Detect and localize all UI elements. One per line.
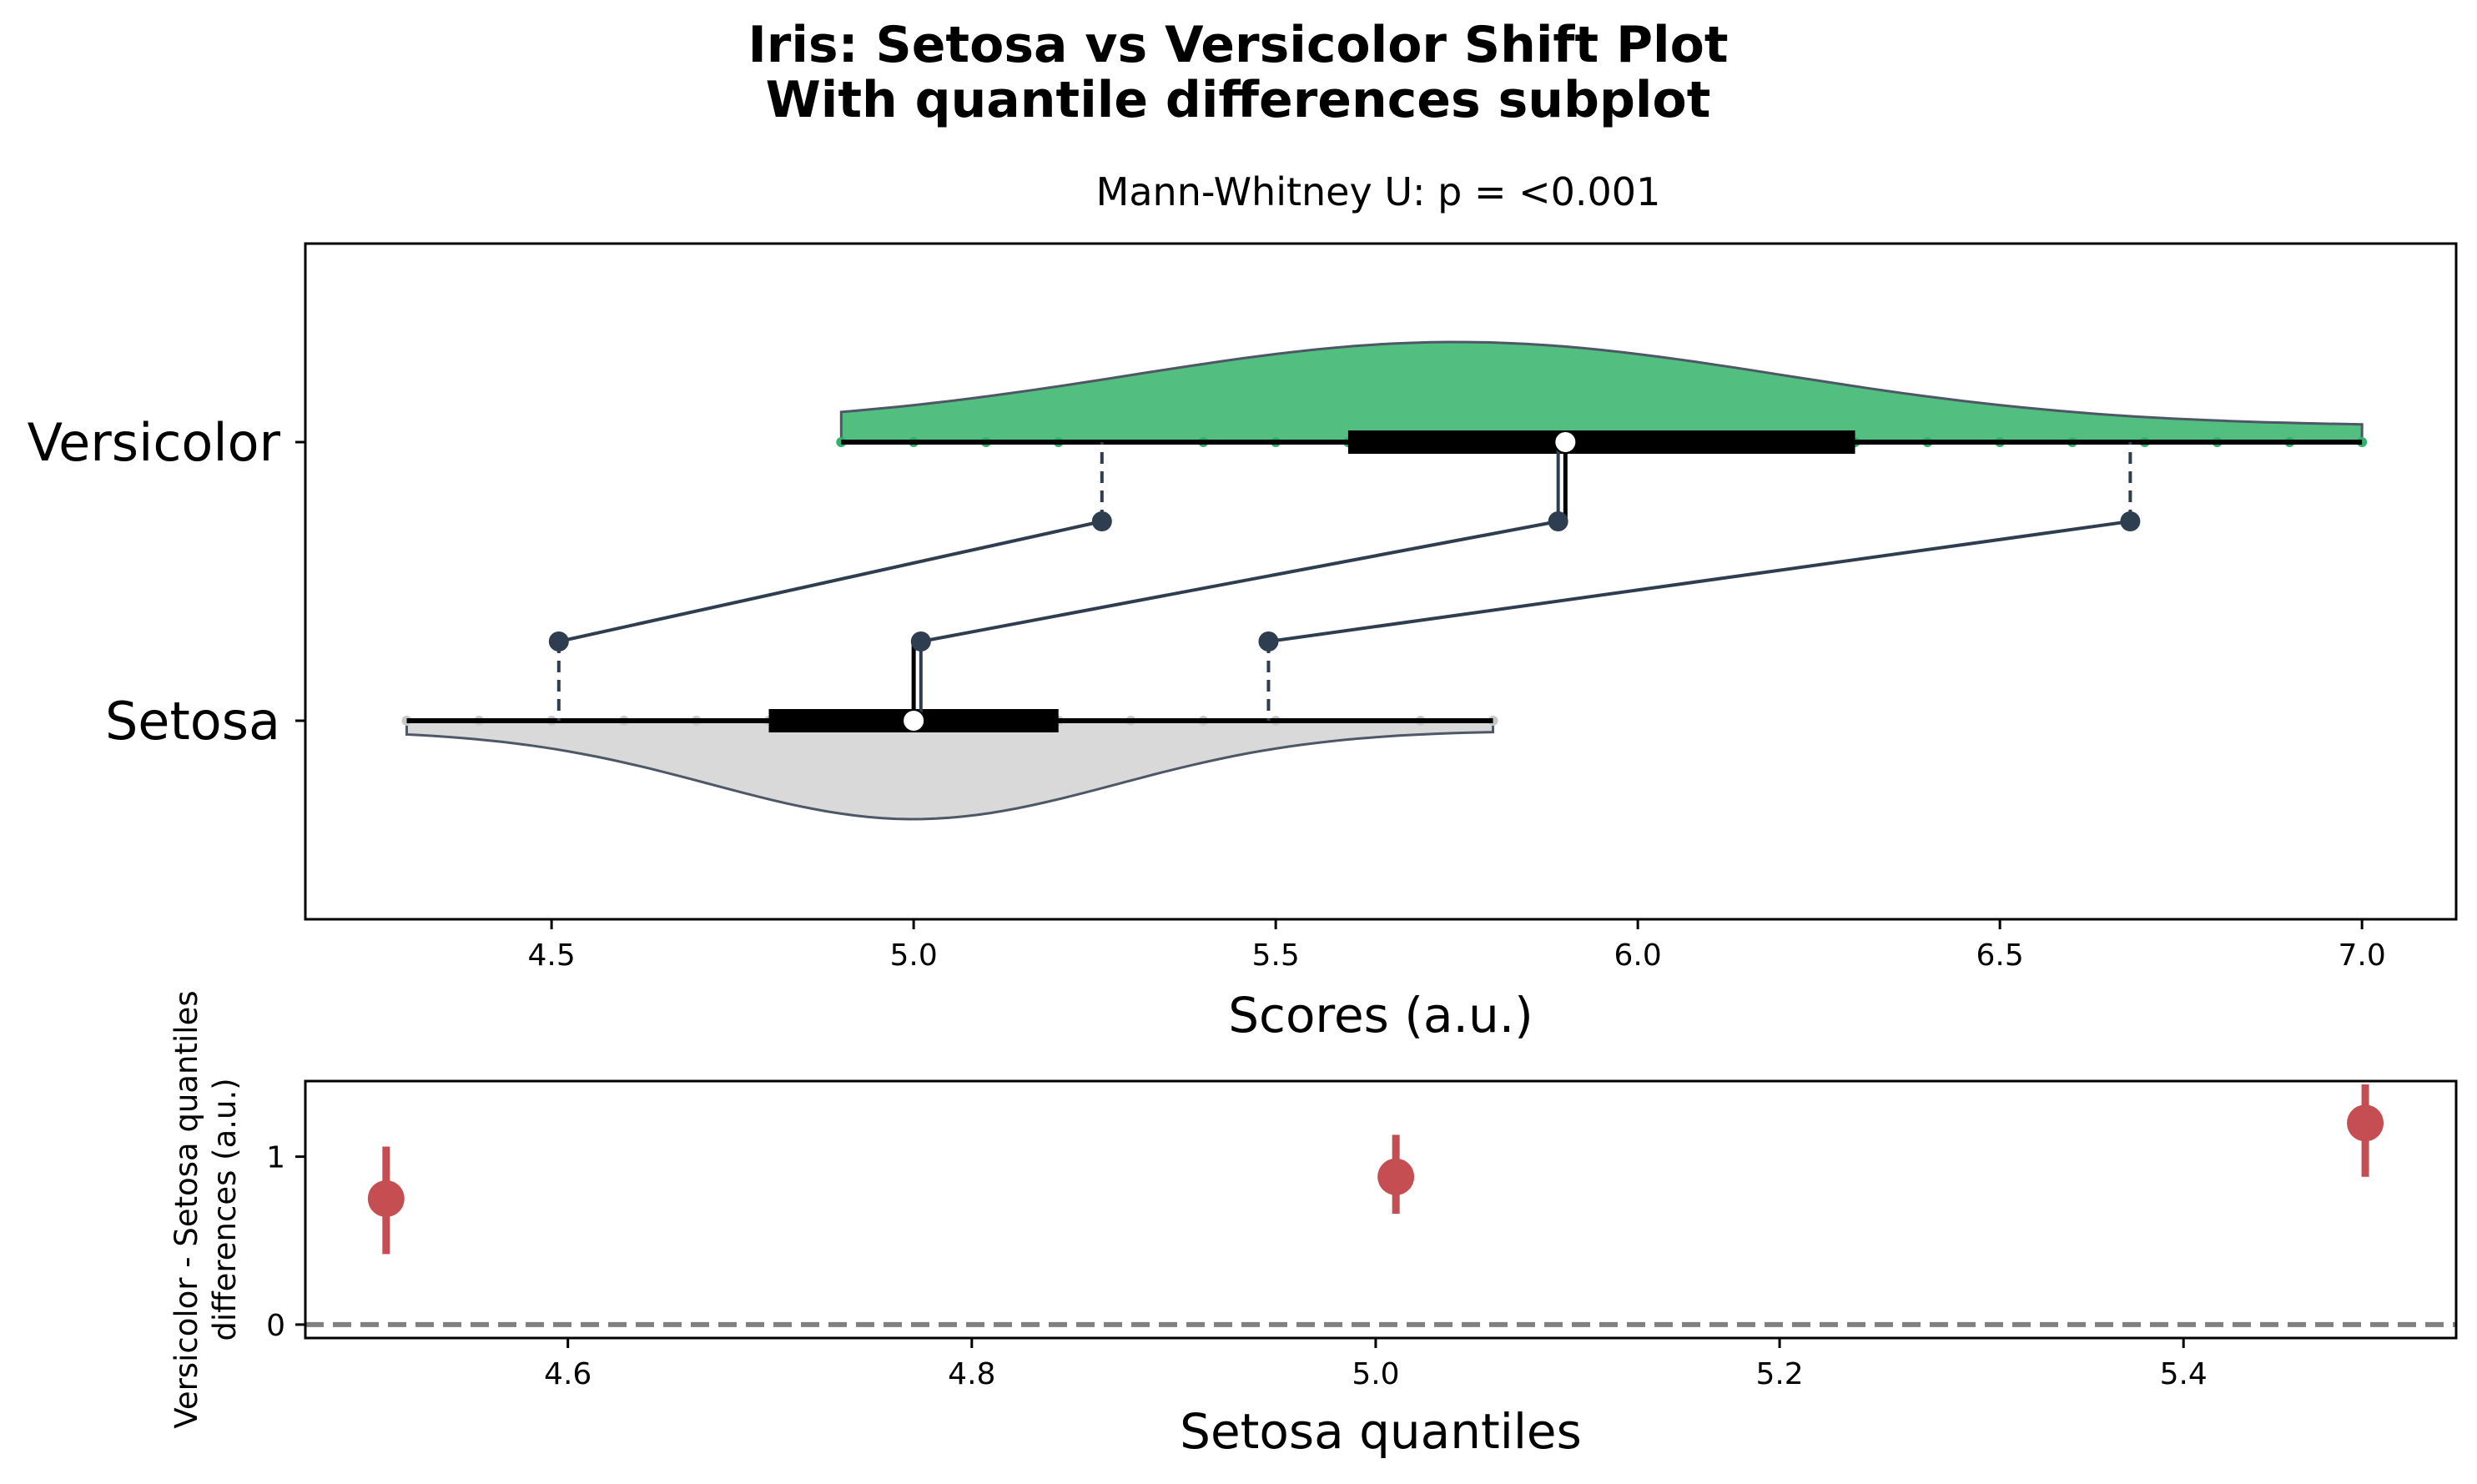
shift-plot-marks: [401, 340, 2368, 821]
difference-point: [2347, 1104, 2384, 1142]
figure-title-line1: Iris: Setosa vs Versicolor Shift Plot: [748, 16, 1728, 74]
x-tick-label: 6.5: [1976, 938, 2024, 973]
setosa-quantile-point: [1258, 631, 1279, 651]
quantile-shift-link: [920, 520, 1559, 643]
difference-point: [1377, 1158, 1415, 1195]
quantile-differences-y-axis: 01: [266, 1141, 305, 1343]
shift-plot-subtitle: Mann-Whitney U: p = <0.001: [1096, 169, 1661, 214]
quantile-differences-y-label-line2: differences (a.u.): [207, 1078, 243, 1341]
y-tick-label: 0: [266, 1309, 285, 1343]
quantile-differences-y-label-line1: Versicolor - Setosa quantiles: [169, 990, 204, 1428]
x-tick-label: 5.0: [1352, 1357, 1399, 1391]
category-label-versicolor: Versicolor: [28, 412, 281, 473]
x-tick-label: 4.5: [527, 938, 575, 973]
x-tick-label: 5.2: [1755, 1357, 1803, 1391]
shift-plot-x-label: Scores (a.u.): [1228, 987, 1533, 1044]
shift-plot-frame: [304, 242, 2458, 921]
x-tick-label: 4.8: [948, 1357, 995, 1391]
median-marker-setosa: [902, 709, 926, 732]
violin-versicolor: [839, 340, 2364, 444]
x-tick-label: 6.0: [1614, 938, 1662, 973]
quantile-differences-x-label: Setosa quantiles: [1180, 1403, 1582, 1460]
violin-setosa: [405, 719, 1495, 821]
versicolor-quantile-point: [1548, 511, 1568, 531]
shift-plot-x-axis: 4.5 5.0 5.5 6.0 6.5 7.0: [527, 919, 2386, 973]
difference-point: [367, 1180, 405, 1217]
quantile-differences-x-axis: 4.6 4.8 5.0 5.2 5.4: [544, 1338, 2208, 1391]
shift-plot-y-axis: Setosa Versicolor: [28, 412, 305, 752]
quantile-shift-link: [558, 520, 1103, 643]
shift-plot-panel: Mann-Whitney U: p = <0.001 4.5 5.0 5.5 6.0 6…: [28, 169, 2458, 1044]
setosa-quantile-point: [910, 631, 931, 651]
x-tick-label: 4.6: [544, 1357, 592, 1391]
quantile-differences-panel: 4.6 4.8 5.0 5.2 5.4 01 Setosa quantiles Vers…: [169, 990, 2458, 1460]
quantile-differences-frame: [304, 1079, 2458, 1340]
x-tick-label: 7.0: [2339, 938, 2386, 973]
x-tick-label: 5.5: [1252, 938, 1300, 973]
setosa-quantile-point: [548, 631, 569, 651]
x-tick-label: 5.0: [889, 938, 937, 973]
quantile-shift-link: [1268, 520, 2131, 643]
category-label-setosa: Setosa: [105, 691, 280, 752]
figure-title-line2: With quantile differences subplot: [766, 71, 1711, 129]
quantile-differences-marks: [305, 1084, 2456, 1327]
x-tick-label: 5.4: [2160, 1357, 2208, 1391]
versicolor-quantile-point: [1091, 511, 1112, 531]
y-tick-label: 1: [266, 1141, 285, 1175]
median-marker-versicolor: [1553, 430, 1578, 454]
versicolor-quantile-point: [2120, 511, 2141, 531]
iqr-box-versicolor: [1347, 430, 1855, 454]
